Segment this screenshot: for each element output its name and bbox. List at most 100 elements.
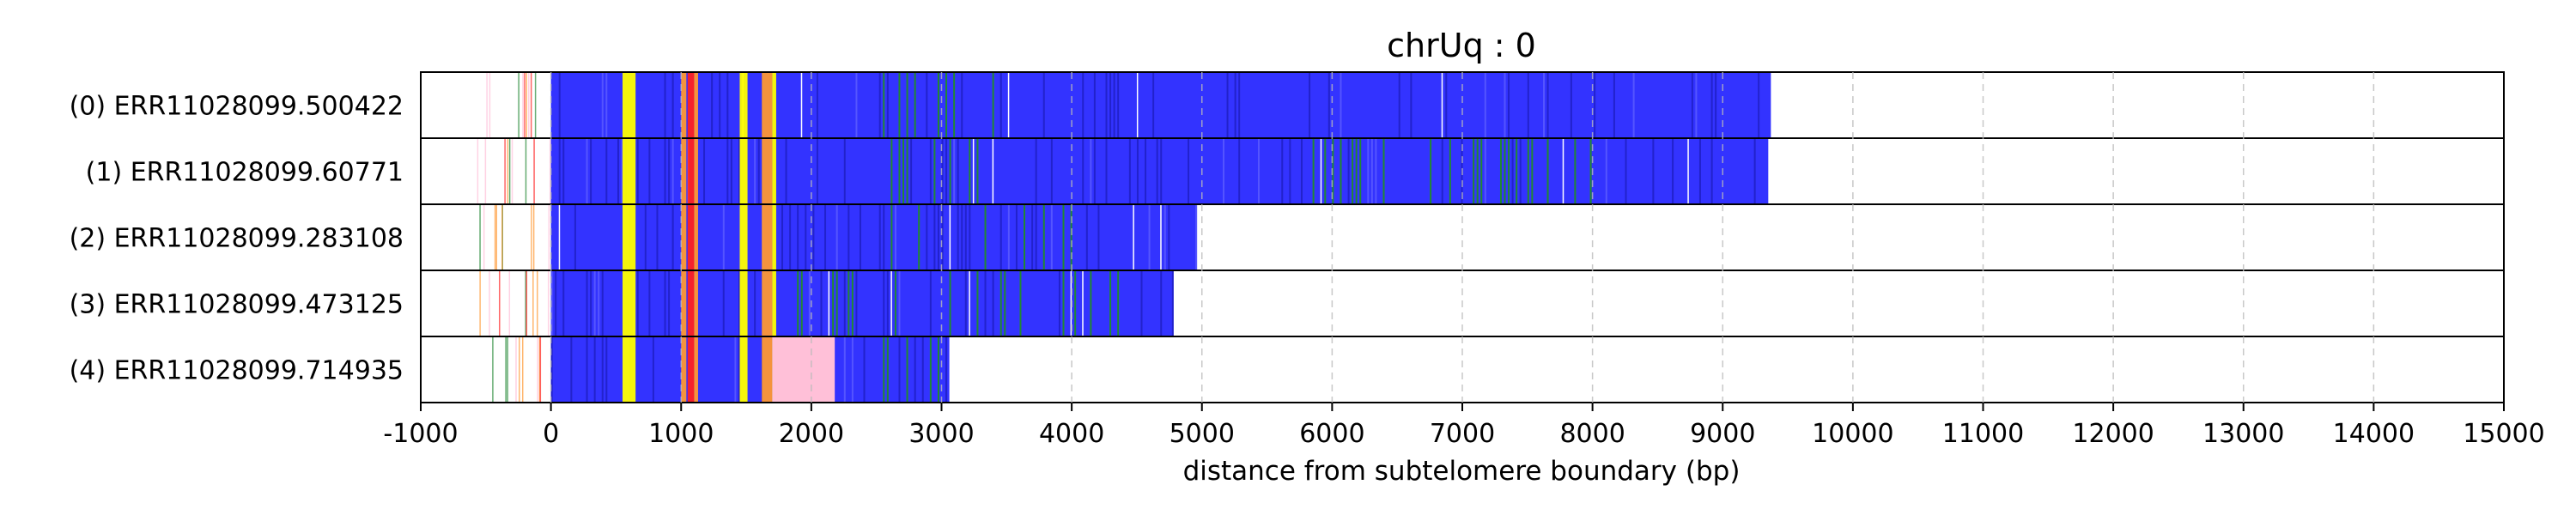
read-mark [648, 138, 651, 204]
x-tick-label: 15000 [2463, 419, 2544, 449]
read-mark [605, 336, 608, 403]
x-tick-label: 12000 [2072, 419, 2154, 449]
read-mark [1171, 270, 1174, 336]
read-mark [1382, 138, 1385, 204]
read-mark [1238, 72, 1241, 138]
read-mark [933, 204, 936, 270]
read-mark [550, 204, 1197, 270]
read-mark [664, 72, 666, 138]
read-mark [1062, 270, 1065, 336]
read-mark [976, 270, 979, 336]
read-mark [762, 138, 773, 204]
read-mark [890, 270, 892, 336]
read-mark [648, 270, 651, 336]
read-mark [929, 270, 932, 336]
read-mark [1476, 138, 1479, 204]
read-mark [598, 270, 600, 336]
read-mark [886, 336, 889, 403]
read-mark [694, 204, 698, 270]
read-mark [999, 270, 1002, 336]
read-mark [726, 72, 729, 138]
read-mark [921, 336, 924, 403]
read-mark [739, 204, 748, 270]
read-mark [886, 72, 889, 138]
read-mark [1140, 270, 1143, 336]
read-mark [929, 138, 932, 204]
read-mark [1473, 138, 1475, 204]
read-mark [1136, 138, 1139, 204]
read-mark [534, 72, 537, 138]
row-label: (2) ERR11028099.283108 [70, 224, 404, 254]
read-mark [479, 204, 481, 270]
read-mark [1281, 138, 1284, 204]
read-mark [785, 138, 787, 204]
read-mark [883, 270, 885, 336]
read-mark [1019, 270, 1022, 336]
read-mark [957, 138, 959, 204]
read-mark [1441, 138, 1443, 204]
read-mark [835, 270, 838, 336]
read-mark [929, 336, 932, 403]
read-mark [694, 336, 698, 403]
x-tick-label: 0 [543, 419, 559, 449]
read-mark [1367, 138, 1370, 204]
row-label: (4) ERR11028099.714935 [70, 356, 404, 386]
read-mark [999, 204, 1002, 270]
read-mark [902, 138, 905, 204]
read-mark [570, 336, 573, 403]
read-mark [1152, 72, 1155, 138]
read-mark [1160, 138, 1163, 204]
read-mark [886, 270, 889, 336]
read-mark [1543, 72, 1546, 138]
read-mark [537, 336, 538, 403]
read-mark [945, 138, 948, 204]
read-mark [1516, 138, 1518, 204]
read-mark [964, 270, 967, 336]
read-mark [984, 204, 987, 270]
read-mark [1035, 138, 1037, 204]
read-mark [969, 270, 970, 336]
read-mark [762, 336, 773, 403]
read-mark [601, 72, 604, 138]
read-mark [1698, 138, 1701, 204]
read-mark [515, 336, 517, 403]
read-mark [494, 204, 496, 270]
read-mark [984, 270, 987, 336]
read-mark [1508, 72, 1510, 138]
read-mark [883, 204, 885, 270]
read-mark [992, 72, 994, 138]
read-mark [843, 270, 846, 336]
x-tick-label: 10000 [1812, 419, 1893, 449]
read-mark [687, 138, 695, 204]
read-mark [550, 336, 950, 403]
read-mark [906, 138, 908, 204]
read-mark [1574, 138, 1577, 204]
read-mark [1015, 204, 1018, 270]
read-mark [1160, 204, 1162, 270]
read-mark [586, 138, 588, 204]
read-mark [1625, 138, 1627, 204]
read-mark [1042, 204, 1045, 270]
read-mark [1109, 270, 1112, 336]
read-mark [820, 270, 823, 336]
read-mark [1074, 270, 1077, 336]
read-mark [730, 138, 732, 204]
read-mark [694, 138, 698, 204]
read-mark [762, 72, 773, 138]
read-mark [1410, 72, 1413, 138]
read-mark [548, 204, 550, 270]
x-tick-label: 2000 [779, 419, 844, 449]
read-mark [489, 72, 491, 138]
read-mark [550, 72, 1771, 138]
read-mark [976, 138, 979, 204]
read-mark [953, 72, 956, 138]
x-axis-label: distance from subtelomere boundary (bp) [1183, 456, 1741, 487]
read-mark [1082, 270, 1084, 336]
read-mark [828, 270, 830, 336]
read-mark [816, 72, 818, 138]
read-mark [926, 204, 928, 270]
read-mark [694, 72, 698, 138]
read-mark [800, 270, 803, 336]
read-mark [883, 336, 885, 403]
read-mark [681, 138, 687, 204]
